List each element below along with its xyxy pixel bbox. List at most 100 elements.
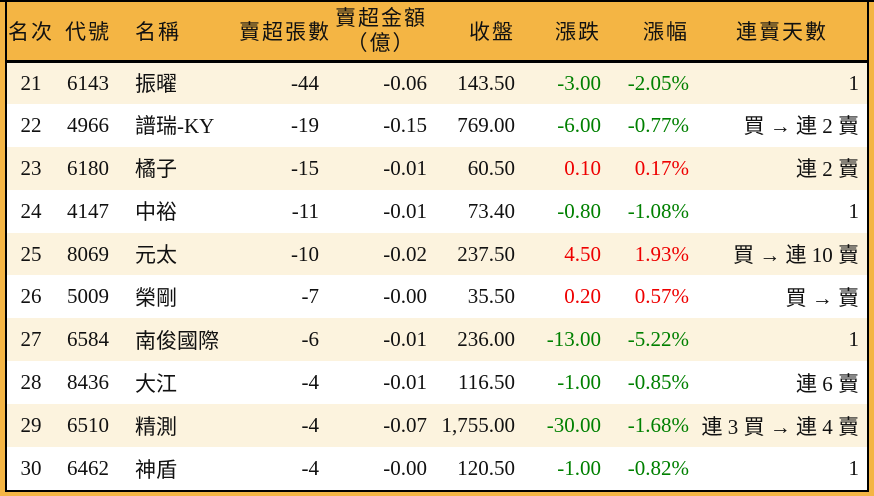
- consecutive-sell-days-cell: 1: [848, 70, 860, 95]
- sell-volume-cell: -10: [291, 241, 319, 266]
- price-change-pct-cell: -2.05%: [627, 70, 689, 95]
- consecutive-sell-days-cell: 連 3 買 → 連 4 賣: [701, 414, 860, 439]
- consecutive-sell-days-cell: 1: [848, 327, 860, 352]
- price-change-cell: 0.20: [564, 284, 601, 309]
- price-change-pct-cell: -5.22%: [627, 327, 689, 352]
- table-body: 21 6143 振曜 -44 -0.06 143.50 -3.00 -2.05%…: [7, 61, 867, 490]
- header-sell-volume: 賣超張數: [239, 2, 329, 63]
- price-change-cell: -3.00: [557, 70, 601, 95]
- rank-cell: 26: [20, 284, 42, 309]
- consecutive-sell-days-cell: 連 6 賣: [796, 371, 859, 396]
- stock-code-cell: 8069: [67, 241, 109, 266]
- rank-cell: 23: [20, 155, 42, 180]
- close-price-cell: 237.50: [457, 241, 515, 266]
- close-price-cell: 769.00: [457, 112, 515, 137]
- stock-name-cell: 大江: [135, 371, 177, 396]
- price-change-cell: -0.80: [557, 198, 601, 223]
- table-row: 29 6510 精測 -4 -0.07 1,755.00 -30.00 -1.6…: [7, 404, 867, 448]
- close-price-cell: 35.50: [467, 284, 515, 309]
- sell-amount-cell: -0.01: [383, 327, 427, 352]
- sell-volume-cell: -19: [291, 112, 319, 137]
- rank-cell: 30: [20, 456, 42, 480]
- stock-code-cell: 8436: [67, 370, 109, 395]
- price-change-cell: -1.00: [557, 456, 601, 480]
- rank-cell: 25: [20, 241, 42, 266]
- header-rank: 名次: [7, 2, 55, 63]
- sell-volume-cell: -6: [301, 327, 320, 352]
- rank-cell: 24: [20, 198, 42, 223]
- price-change-cell: -6.00: [557, 112, 601, 137]
- table-header: 名次 代號 名稱 賣超張數 賣超金額 （億） 收盤 漲跌 漲幅 連賣天數: [7, 2, 867, 63]
- header-code: 代號: [55, 2, 121, 63]
- stock-name-cell: 振曜: [135, 72, 177, 97]
- table-row: 27 6584 南俊國際 -6 -0.01 236.00 -13.00 -5.2…: [7, 318, 867, 362]
- stock-name-cell: 榮剛: [135, 285, 177, 310]
- close-price-cell: 73.40: [467, 198, 515, 223]
- stock-name-cell: 橘子: [135, 157, 177, 182]
- close-price-cell: 143.50: [457, 70, 515, 95]
- consecutive-sell-days-cell: 買 → 連 10 賣: [733, 243, 859, 267]
- sell-amount-cell: -0.06: [383, 70, 427, 95]
- stock-code-cell: 6143: [67, 70, 109, 95]
- sell-volume-cell: -44: [291, 70, 319, 95]
- header-sell-amount: 賣超金額 （億）: [327, 2, 435, 63]
- stock-name-cell: 南俊國際: [135, 328, 219, 353]
- header-change: 漲跌: [523, 2, 609, 63]
- consecutive-sell-days-cell: 買 → 賣: [785, 285, 860, 310]
- sell-volume-cell: -11: [291, 198, 319, 223]
- table-row: 28 8436 大江 -4 -0.01 116.50 -1.00 -0.85% …: [7, 361, 867, 405]
- sell-amount-cell: -0.01: [383, 370, 427, 395]
- sell-volume-cell: -4: [301, 370, 320, 395]
- table-row: 21 6143 振曜 -44 -0.06 143.50 -3.00 -2.05%…: [7, 61, 867, 104]
- stock-code-cell: 6180: [67, 155, 109, 180]
- consecutive-sell-days-cell: 買 → 連 2 賣: [743, 114, 860, 139]
- close-price-cell: 236.00: [457, 327, 515, 352]
- stock-name-cell: 元太: [135, 243, 177, 267]
- consecutive-sell-days-cell: 連 2 賣: [796, 157, 859, 182]
- price-change-cell: -30.00: [546, 413, 601, 438]
- price-change-pct-cell: -1.68%: [627, 413, 689, 438]
- stock-name-cell: 神盾: [135, 457, 177, 482]
- price-change-pct-cell: -1.08%: [627, 198, 689, 223]
- sell-volume-cell: -15: [291, 155, 319, 180]
- close-price-cell: 1,755.00: [441, 413, 516, 438]
- header-row: 名次 代號 名稱 賣超張數 賣超金額 （億） 收盤 漲跌 漲幅 連賣天數: [7, 2, 867, 63]
- table-row: 25 8069 元太 -10 -0.02 237.50 4.50 1.93% 買…: [7, 232, 867, 276]
- header-close: 收盤: [435, 2, 523, 63]
- close-price-cell: 116.50: [458, 370, 515, 395]
- stock-code-cell: 6510: [67, 413, 109, 438]
- sell-amount-cell: -0.01: [383, 155, 427, 180]
- price-change-pct-cell: -0.85%: [627, 370, 689, 395]
- sell-amount-cell: -0.07: [383, 413, 427, 438]
- stock-code-cell: 6584: [67, 327, 109, 352]
- header-sell-amount-line2: （億）: [346, 30, 416, 55]
- sell-amount-cell: -0.01: [383, 198, 427, 223]
- price-change-pct-cell: 1.93%: [634, 241, 689, 266]
- stock-code-cell: 4966: [67, 112, 109, 137]
- rank-cell: 29: [20, 413, 42, 438]
- header-name: 名稱: [121, 2, 239, 63]
- table-row: 30 6462 神盾 -4 -0.00 120.50 -1.00 -0.82% …: [7, 447, 867, 490]
- price-change-cell: -13.00: [546, 327, 601, 352]
- stock-name-cell: 中裕: [135, 200, 177, 225]
- price-change-cell: 0.10: [564, 155, 601, 180]
- price-change-cell: -1.00: [557, 370, 601, 395]
- consecutive-sell-days-cell: 1: [848, 456, 860, 480]
- sell-over-ranking-table: 名次 代號 名稱 賣超張數 賣超金額 （億） 收盤 漲跌 漲幅 連賣天數 21 …: [7, 2, 867, 490]
- sell-amount-cell: -0.15: [383, 112, 427, 137]
- rank-cell: 28: [20, 370, 42, 395]
- sell-volume-cell: -4: [301, 413, 320, 438]
- header-change-pct: 漲幅: [609, 2, 697, 63]
- stock-code-cell: 4147: [67, 198, 109, 223]
- sell-amount-cell: -0.00: [383, 456, 427, 480]
- sell-over-ranking-table-frame: 名次 代號 名稱 賣超張數 賣超金額 （億） 收盤 漲跌 漲幅 連賣天數 21 …: [5, 0, 869, 492]
- stock-name-cell: 譜瑞-KY: [135, 114, 215, 139]
- sell-volume-cell: -7: [301, 284, 320, 309]
- close-price-cell: 60.50: [467, 155, 515, 180]
- rank-cell: 22: [20, 112, 42, 137]
- table-row: 26 5009 榮剛 -7 -0.00 35.50 0.20 0.57% 買 →…: [7, 275, 867, 319]
- price-change-pct-cell: 0.57%: [634, 284, 689, 309]
- sell-volume-cell: -4: [301, 456, 320, 480]
- sell-amount-cell: -0.02: [383, 241, 427, 266]
- price-change-pct-cell: -0.82%: [627, 456, 689, 480]
